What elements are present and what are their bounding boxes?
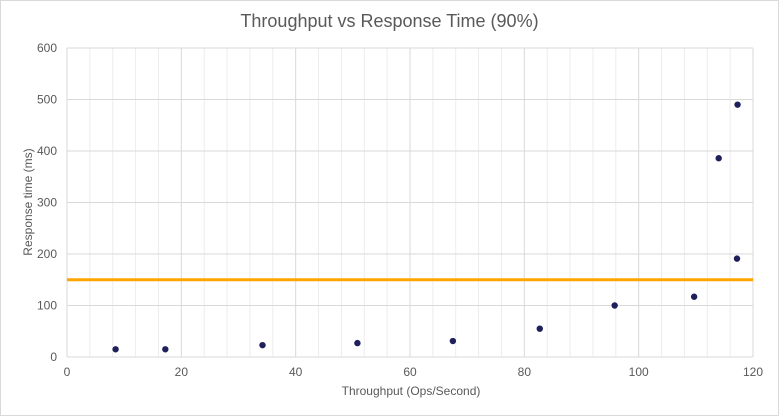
x-tick-label: 80	[518, 365, 532, 379]
y-tick-label: 500	[37, 93, 57, 107]
x-tick-label: 100	[629, 365, 649, 379]
x-tick-labels: 0 20 40 60 80 100 120	[64, 365, 764, 379]
y-tick-label: 600	[37, 41, 57, 55]
x-tick-label: 20	[175, 365, 189, 379]
data-point	[536, 325, 543, 332]
y-tick-label: 300	[37, 196, 57, 210]
data-point	[733, 255, 741, 262]
chart-title: Throughput vs Response Time (90%)	[240, 11, 538, 31]
data-point	[259, 341, 266, 349]
y-tick-label: 0	[50, 350, 57, 364]
data-point	[690, 293, 698, 300]
data-point	[112, 346, 119, 353]
y-tick-label: 100	[37, 299, 57, 313]
y-tick-label: 400	[37, 144, 57, 158]
data-point	[734, 101, 741, 108]
data-point	[449, 337, 457, 345]
data-points	[112, 101, 741, 353]
x-tick-label: 0	[64, 365, 71, 379]
data-point	[354, 339, 361, 347]
data-point	[611, 302, 618, 309]
y-axis-label: Response time (ms)	[21, 148, 35, 255]
data-point	[162, 346, 169, 353]
y-tick-labels: 0 100 200 300 400 500 600	[37, 41, 57, 364]
major-grid	[66, 47, 754, 358]
data-point	[715, 155, 722, 162]
x-tick-label: 60	[403, 365, 417, 379]
x-tick-label: 40	[289, 365, 303, 379]
y-tick-label: 200	[37, 247, 57, 261]
x-axis-label: Throughput (Ops/Second)	[342, 384, 481, 398]
x-tick-label: 120	[743, 365, 763, 379]
